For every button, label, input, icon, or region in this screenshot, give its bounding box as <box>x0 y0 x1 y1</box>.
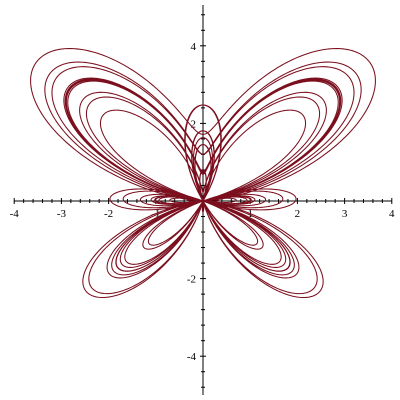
x-tick-label: 2 <box>295 208 301 220</box>
x-tick-label: -4 <box>10 208 20 220</box>
y-tick-label: 2 <box>191 118 197 130</box>
butterfly-curve <box>30 48 376 299</box>
y-tick-label: -2 <box>187 274 196 286</box>
y-tick-label: -4 <box>187 351 197 363</box>
x-tick-label: -3 <box>57 208 67 220</box>
x-tick-label: -2 <box>104 208 113 220</box>
y-tick-label: 4 <box>191 41 197 53</box>
x-tick-label: 3 <box>342 208 348 220</box>
tick-labels: -4 -3 -2 -1 1 2 3 4-4-224 <box>10 41 395 363</box>
x-tick-label: 4 <box>389 208 395 220</box>
